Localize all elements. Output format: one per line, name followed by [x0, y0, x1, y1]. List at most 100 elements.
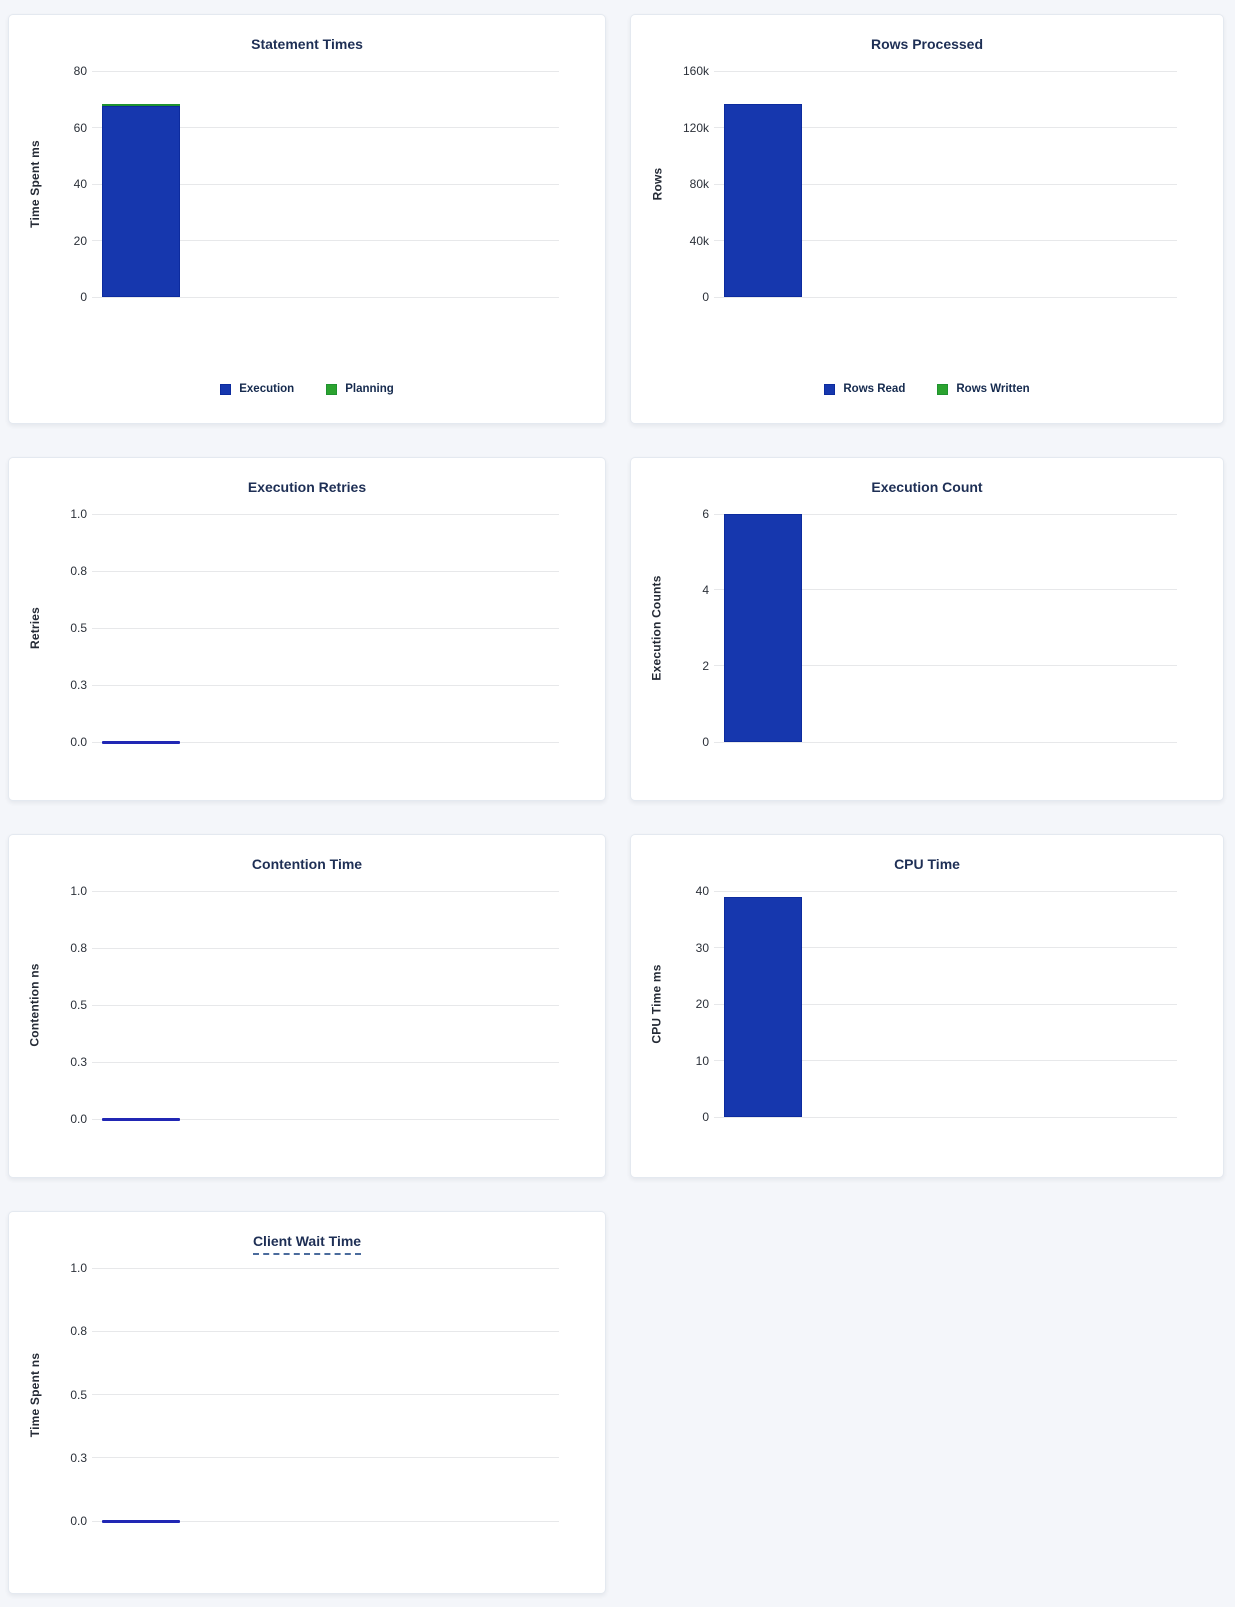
y-tick-label: 0.8 — [70, 1324, 87, 1339]
plot-area-cpu-time[interactable]: 40 30 20 10 0 — [696, 884, 1177, 1124]
legend-item-rows-read[interactable]: Rows Read — [824, 383, 905, 395]
y-axis-label-col: CPU Time ms — [631, 891, 683, 1117]
gridline — [92, 1118, 559, 1120]
legend-item-planning[interactable]: Planning — [326, 383, 394, 395]
y-tick-label: 2 — [702, 658, 709, 673]
legend-swatch-icon — [824, 383, 836, 395]
bar-cpu-time[interactable] — [724, 896, 802, 1117]
chart-body: Retries 1.0 0.8 0.5 0.3 0.0 — [9, 507, 559, 749]
y-tick-label: 40k — [689, 233, 709, 248]
y-axis-label-col: Contention ns — [9, 891, 61, 1119]
gridline — [714, 127, 1177, 128]
y-axis-label-col: Retries — [9, 514, 61, 742]
legend-label: Rows Written — [956, 383, 1030, 395]
bar-segment-execution-counts[interactable] — [724, 514, 802, 742]
y-tick-label: 0.8 — [70, 941, 87, 955]
gridline — [92, 1457, 559, 1459]
y-tick-label: 1.0 — [70, 884, 87, 898]
y-axis-label-col: Execution Counts — [631, 514, 683, 742]
y-tick-label: 6 — [702, 507, 709, 521]
y-tick-label: 0.0 — [70, 1514, 87, 1528]
gridline — [92, 1004, 559, 1006]
zero-value-bar[interactable] — [102, 1117, 180, 1121]
gridline — [92, 70, 559, 72]
legend-swatch-icon — [326, 383, 338, 395]
gridline — [714, 890, 1177, 892]
gridline — [714, 70, 1177, 72]
gridline — [714, 1060, 1177, 1061]
chart-title-client-wait-time[interactable]: Client Wait Time — [252, 1232, 362, 1255]
y-tick-label: 0.5 — [70, 998, 87, 1012]
plot-area-execution-count[interactable]: 6 4 2 0 — [702, 507, 1177, 749]
gridline — [92, 684, 559, 686]
plot-area-contention-time[interactable]: 1.0 0.8 0.5 0.3 0.0 — [70, 884, 559, 1126]
y-tick-label: 0.3 — [70, 678, 87, 692]
y-tick-label: 0 — [702, 290, 709, 304]
y-axis-label: Execution Counts — [650, 575, 664, 681]
bar-segment-planning[interactable] — [102, 104, 180, 107]
y-tick-label: 40 — [695, 884, 709, 898]
y-tick-label: 20 — [695, 997, 709, 1011]
bar-execution-count[interactable] — [724, 514, 802, 742]
y-tick-label: 1.0 — [70, 507, 87, 521]
chart-body: Rows 160k 120k 80k 40k 0 — [631, 64, 1177, 304]
y-tick-label: 4 — [702, 582, 709, 597]
chart-title-row: Execution Count — [677, 478, 1177, 496]
y-tick-label: 60 — [73, 120, 87, 135]
gridline — [714, 1116, 1177, 1118]
chart-title-contention-time: Contention Time — [251, 856, 363, 872]
gridline — [92, 296, 559, 298]
y-axis-label-col: Time Spent ns — [9, 1268, 61, 1521]
chart-title-execution-retries: Execution Retries — [247, 479, 367, 495]
legend-label: Execution — [239, 383, 295, 395]
y-axis-label: Rows — [650, 167, 664, 201]
chart-title-execution-count: Execution Count — [871, 479, 983, 495]
y-axis-label: CPU Time ms — [650, 964, 664, 1044]
chart-body: Time Spent ms 80 60 40 20 0 — [9, 64, 559, 304]
bar-statement-times[interactable] — [102, 104, 180, 297]
y-tick-label: 0.3 — [70, 1450, 87, 1465]
gridline — [92, 240, 559, 241]
chart-title-statement-times: Statement Times — [251, 36, 363, 52]
y-axis-label-col: Time Spent ms — [9, 71, 61, 297]
bar-segment-cpu-time[interactable] — [724, 896, 802, 1117]
legend-item-rows-written[interactable]: Rows Written — [937, 383, 1030, 395]
gridline — [92, 1061, 559, 1063]
gridline — [714, 1003, 1177, 1005]
chart-body: Time Spent ns 1.0 0.8 0.5 0.3 0.0 — [9, 1261, 559, 1528]
chart-card-statement-times: Statement Times Time Spent ms 80 60 40 20 0 Exe… — [8, 14, 606, 424]
zero-value-bar[interactable] — [102, 740, 180, 744]
bar-rows-processed[interactable] — [724, 103, 802, 297]
plot-area-execution-retries[interactable]: 1.0 0.8 0.5 0.3 0.0 — [70, 507, 559, 749]
gridline — [714, 589, 1177, 591]
plot-area-rows-processed[interactable]: 160k 120k 80k 40k 0 — [683, 64, 1177, 304]
plot-area-statement-times[interactable]: 80 60 40 20 0 — [74, 64, 559, 304]
gridline — [92, 1267, 559, 1269]
y-tick-label: 0.3 — [70, 1055, 87, 1069]
gridline — [714, 183, 1177, 185]
gridline — [92, 127, 559, 128]
chart-body: Contention ns 1.0 0.8 0.5 0.3 0.0 — [9, 884, 559, 1126]
plot-area-client-wait-time[interactable]: 1.0 0.8 0.5 0.3 0.0 — [70, 1261, 559, 1528]
gridline — [92, 570, 559, 572]
gridline — [714, 665, 1177, 667]
y-tick-label: 0.5 — [70, 1387, 87, 1402]
legend-item-execution[interactable]: Execution — [220, 383, 294, 395]
y-tick-label: 0 — [80, 290, 87, 304]
y-tick-label: 0.8 — [70, 564, 87, 578]
zero-value-bar[interactable] — [102, 1519, 180, 1523]
bar-segment-rows-read[interactable] — [724, 103, 802, 297]
y-tick-label: 0 — [702, 735, 709, 749]
bar-segment-execution[interactable] — [102, 106, 180, 297]
legend: Execution Planning — [55, 383, 559, 395]
chart-card-rows-processed: Rows Processed Rows 160k 120k 80k 40k 0 Rows Re… — [630, 14, 1224, 424]
gridline — [714, 947, 1177, 948]
gridline — [92, 1520, 559, 1522]
chart-card-cpu-time: CPU Time CPU Time ms 40 30 20 10 0 — [630, 834, 1224, 1178]
chart-title-row: Statement Times — [55, 35, 559, 53]
y-tick-label: 0.5 — [70, 621, 87, 635]
gridline — [92, 890, 559, 892]
y-tick-label: 160k — [682, 64, 709, 78]
legend: Rows Read Rows Written — [677, 383, 1177, 395]
legend-label: Planning — [345, 383, 394, 395]
